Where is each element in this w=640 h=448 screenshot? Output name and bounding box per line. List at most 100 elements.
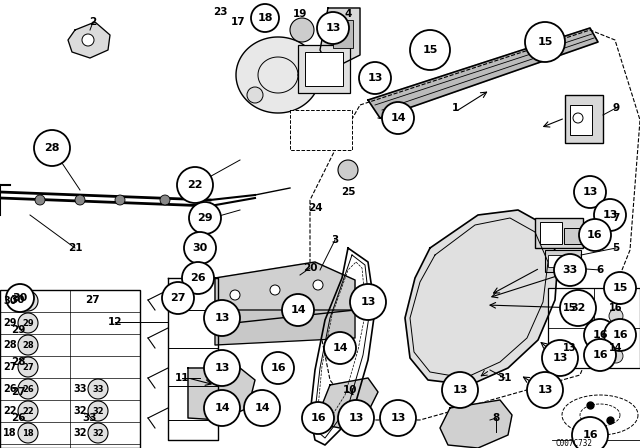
Circle shape — [410, 30, 450, 70]
Polygon shape — [405, 210, 558, 385]
Circle shape — [563, 349, 577, 363]
Circle shape — [184, 232, 216, 264]
Circle shape — [579, 219, 611, 251]
Text: 33: 33 — [73, 384, 87, 394]
Text: 11: 11 — [175, 373, 189, 383]
Text: 2: 2 — [90, 17, 97, 27]
Circle shape — [160, 195, 170, 205]
Circle shape — [282, 294, 314, 326]
Text: 13: 13 — [452, 385, 468, 395]
Text: 28: 28 — [22, 340, 34, 349]
Text: 32: 32 — [570, 303, 586, 313]
Text: 13: 13 — [582, 187, 598, 197]
Circle shape — [162, 282, 194, 314]
Text: 15: 15 — [612, 283, 628, 293]
Text: 26: 26 — [190, 273, 206, 283]
Circle shape — [82, 34, 94, 46]
Text: 13: 13 — [563, 343, 577, 353]
Polygon shape — [188, 368, 255, 420]
Circle shape — [560, 290, 596, 326]
Polygon shape — [236, 37, 320, 113]
Bar — [540, 222, 562, 244]
Text: 19: 19 — [293, 9, 307, 19]
Polygon shape — [320, 8, 360, 65]
Circle shape — [527, 372, 563, 408]
Bar — [333, 20, 353, 48]
Bar — [535, 218, 583, 248]
Circle shape — [18, 313, 38, 333]
Circle shape — [88, 401, 108, 421]
Text: 14: 14 — [290, 305, 306, 315]
Text: 29: 29 — [3, 318, 17, 328]
Text: 6: 6 — [596, 265, 604, 275]
Circle shape — [609, 349, 623, 363]
Bar — [545, 250, 581, 272]
Text: 13: 13 — [390, 413, 406, 423]
Text: 18: 18 — [22, 428, 34, 438]
Bar — [570, 105, 592, 135]
Text: 24: 24 — [308, 203, 323, 213]
Text: 13: 13 — [602, 210, 618, 220]
Circle shape — [313, 280, 323, 290]
Text: 29: 29 — [22, 319, 34, 327]
Circle shape — [34, 130, 70, 166]
Text: C007C732: C007C732 — [555, 439, 592, 448]
Text: 26: 26 — [3, 384, 17, 394]
Text: 27: 27 — [84, 295, 99, 305]
Circle shape — [251, 4, 279, 32]
Circle shape — [18, 423, 38, 443]
Circle shape — [609, 309, 623, 323]
Text: 30: 30 — [11, 295, 25, 305]
Circle shape — [573, 113, 583, 123]
Text: 4: 4 — [344, 9, 352, 19]
Circle shape — [338, 400, 374, 436]
Text: 16: 16 — [582, 430, 598, 440]
Text: 22: 22 — [3, 406, 17, 416]
Circle shape — [442, 372, 478, 408]
Circle shape — [182, 262, 214, 294]
Circle shape — [338, 160, 358, 180]
Text: 8: 8 — [492, 413, 500, 423]
Bar — [548, 255, 568, 267]
Text: 31: 31 — [498, 373, 512, 383]
Circle shape — [262, 352, 294, 384]
Text: 15: 15 — [563, 303, 577, 313]
Polygon shape — [440, 400, 512, 448]
Text: 32: 32 — [92, 406, 104, 415]
Bar — [565, 95, 603, 143]
Text: 15: 15 — [422, 45, 438, 55]
Circle shape — [204, 300, 240, 336]
Text: 12: 12 — [108, 317, 122, 327]
Text: 29: 29 — [11, 325, 25, 335]
Text: 16: 16 — [310, 413, 326, 423]
Text: 26: 26 — [22, 384, 34, 393]
Text: 30: 30 — [3, 296, 17, 306]
Text: 13: 13 — [360, 297, 376, 307]
Text: 16: 16 — [592, 330, 608, 340]
Text: 30: 30 — [193, 243, 207, 253]
Text: 28: 28 — [44, 143, 60, 153]
Circle shape — [115, 195, 125, 205]
Text: 3: 3 — [332, 235, 339, 245]
Bar — [548, 288, 640, 368]
Text: 1: 1 — [451, 103, 459, 113]
Text: 13: 13 — [348, 413, 364, 423]
Circle shape — [247, 87, 263, 103]
Text: 17: 17 — [230, 17, 245, 27]
Text: 22: 22 — [188, 180, 203, 190]
Circle shape — [18, 291, 38, 311]
Circle shape — [382, 102, 414, 134]
Circle shape — [18, 335, 38, 355]
Circle shape — [542, 340, 578, 376]
Text: 32: 32 — [92, 428, 104, 438]
Circle shape — [204, 350, 240, 386]
Circle shape — [554, 254, 586, 286]
Circle shape — [604, 319, 636, 351]
Text: 13: 13 — [325, 23, 340, 33]
Circle shape — [244, 390, 280, 426]
Text: 13: 13 — [214, 313, 230, 323]
Circle shape — [18, 357, 38, 377]
Bar — [290, 110, 352, 150]
Text: 21: 21 — [68, 243, 83, 253]
Circle shape — [574, 176, 606, 208]
